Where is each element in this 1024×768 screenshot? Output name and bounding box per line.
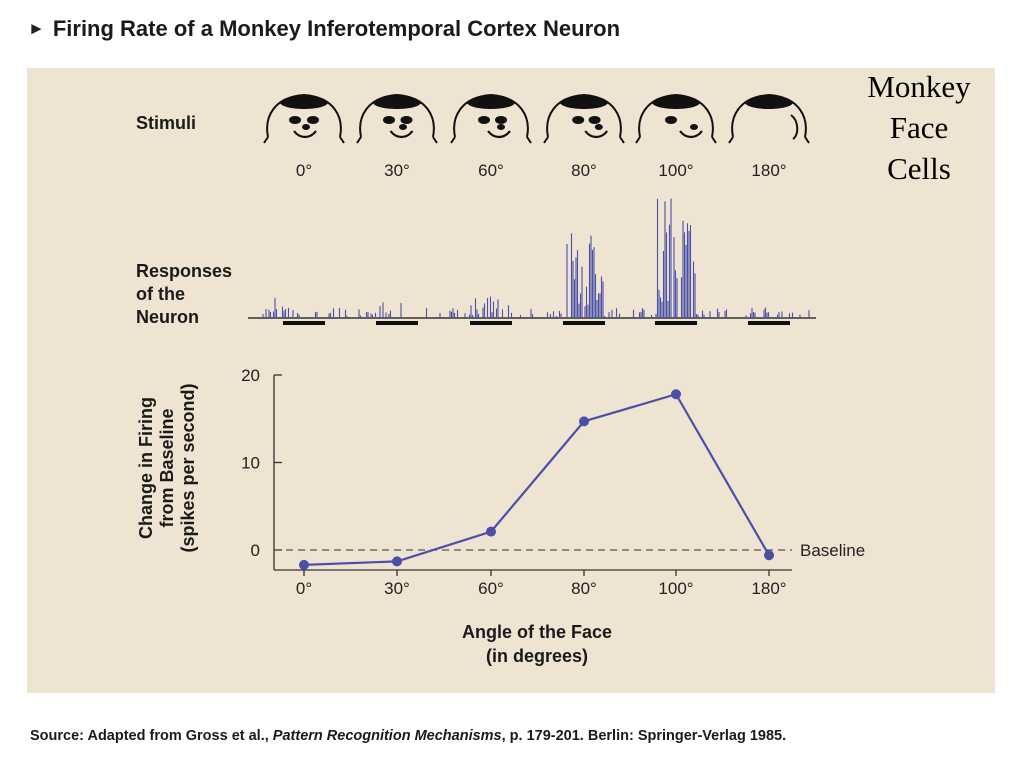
head-hair xyxy=(280,95,328,109)
head-eye xyxy=(289,116,301,124)
data-point xyxy=(764,550,774,561)
head-outline xyxy=(635,93,717,144)
y-axis-label-line: from Baseline xyxy=(157,408,177,527)
x-tick-label: 60° xyxy=(478,579,504,598)
head-outline xyxy=(450,93,532,144)
data-point xyxy=(299,559,309,570)
head-nose xyxy=(497,124,505,130)
monkey-head-icon xyxy=(543,93,625,144)
head-outline xyxy=(543,93,625,144)
head-ear xyxy=(790,114,799,140)
y-axis-label-line: Change in Firing xyxy=(136,397,156,539)
head-eye xyxy=(588,116,601,124)
data-point xyxy=(671,389,681,400)
head-eye xyxy=(383,116,395,124)
head-eye xyxy=(572,116,585,124)
head-nose xyxy=(399,124,407,130)
head-outline xyxy=(728,93,810,144)
side-note-line: Monkey xyxy=(867,69,971,104)
x-tick-label: 30° xyxy=(384,579,410,598)
head-hair xyxy=(467,95,515,109)
side-note-line: Face xyxy=(889,110,949,145)
source-suffix: , p. 179-201. Berlin: Springer-Verlag 19… xyxy=(501,728,787,744)
series-line xyxy=(303,392,770,566)
baseline-label: Baseline xyxy=(800,541,865,560)
monkey-head-icon xyxy=(635,93,717,144)
x-tick-label: 0° xyxy=(296,579,312,598)
source-prefix: Source: Adapted from Gross et al., xyxy=(30,728,273,744)
source-book-title: Pattern Recognition Mechanisms xyxy=(272,728,502,744)
head-eye xyxy=(400,116,413,124)
monkey-head-icon xyxy=(450,93,532,144)
monkey-head-icon xyxy=(263,93,345,144)
monkey-head-icon xyxy=(728,93,810,144)
stimulus-on-bar xyxy=(748,321,790,325)
y-axis-label-line: (spikes per second) xyxy=(178,383,198,552)
head-eye xyxy=(665,116,677,124)
data-point xyxy=(392,556,402,567)
head-eye xyxy=(307,116,319,124)
stimulus-on-bar xyxy=(470,321,512,325)
source-citation: Source: Adapted from Gross et al., Patte… xyxy=(30,728,786,744)
responses-label: Responses of the Neuron xyxy=(136,260,232,329)
head-nose xyxy=(302,124,310,130)
head-hair xyxy=(745,95,793,109)
stimulus-on-bar xyxy=(655,321,697,325)
y-axis-label: Change in Firingfrom Baseline(spikes per… xyxy=(136,383,198,552)
head-nose xyxy=(690,124,698,130)
stimulus-angle-label: 60° xyxy=(478,161,504,180)
x-axis-label: Angle of the Face (in degrees) xyxy=(462,622,612,666)
head-outline xyxy=(356,93,438,144)
responses-label-line: of the xyxy=(136,284,185,304)
head-eye xyxy=(495,116,507,124)
stimulus-angle-label: 80° xyxy=(571,161,597,180)
head-hair xyxy=(652,95,700,109)
head-hair xyxy=(560,95,608,109)
data-point xyxy=(486,526,496,537)
head-mouth xyxy=(389,130,414,139)
side-note: Monkey Face Cells xyxy=(854,66,984,189)
responses-label-line: Responses xyxy=(136,261,233,281)
y-tick-label: 20 xyxy=(241,366,260,385)
figure-panel xyxy=(27,68,995,693)
y-tick-label: 10 xyxy=(241,454,260,473)
head-mouth xyxy=(679,130,703,139)
head-hair xyxy=(373,95,421,109)
stimulus-angle-label: 180° xyxy=(751,161,786,180)
head-eye xyxy=(478,116,490,124)
x-tick-label: 180° xyxy=(751,579,786,598)
page-title: Firing Rate of a Monkey Inferotemporal C… xyxy=(52,16,621,41)
x-tick-label: 100° xyxy=(658,579,693,598)
stimulus-angle-label: 100° xyxy=(658,161,693,180)
title-row: ► Firing Rate of a Monkey Inferotemporal… xyxy=(28,14,620,44)
head-nose xyxy=(594,124,603,130)
side-note-line: Cells xyxy=(887,151,951,186)
stimulus-angle-label: 30° xyxy=(384,161,410,180)
responses-label-line: Neuron xyxy=(136,307,199,327)
stimulus-angle-label: 0° xyxy=(296,161,312,180)
monkey-head-icon xyxy=(356,93,438,144)
x-axis-label-line: Angle of the Face xyxy=(462,622,612,642)
head-mouth xyxy=(584,130,609,139)
x-tick-label: 80° xyxy=(571,579,597,598)
head-mouth xyxy=(487,130,511,139)
stimuli-label: Stimuli xyxy=(136,113,197,133)
stimulus-on-bar xyxy=(283,321,325,325)
stimulus-on-bar xyxy=(563,321,605,325)
stimulus-on-bar xyxy=(376,321,418,325)
head-mouth xyxy=(293,130,317,139)
x-axis-label-line: (in degrees) xyxy=(486,646,588,666)
data-point xyxy=(579,416,589,427)
title-arrow-icon: ► xyxy=(28,19,45,38)
y-tick-label: 0 xyxy=(251,541,260,560)
head-outline xyxy=(263,93,345,144)
